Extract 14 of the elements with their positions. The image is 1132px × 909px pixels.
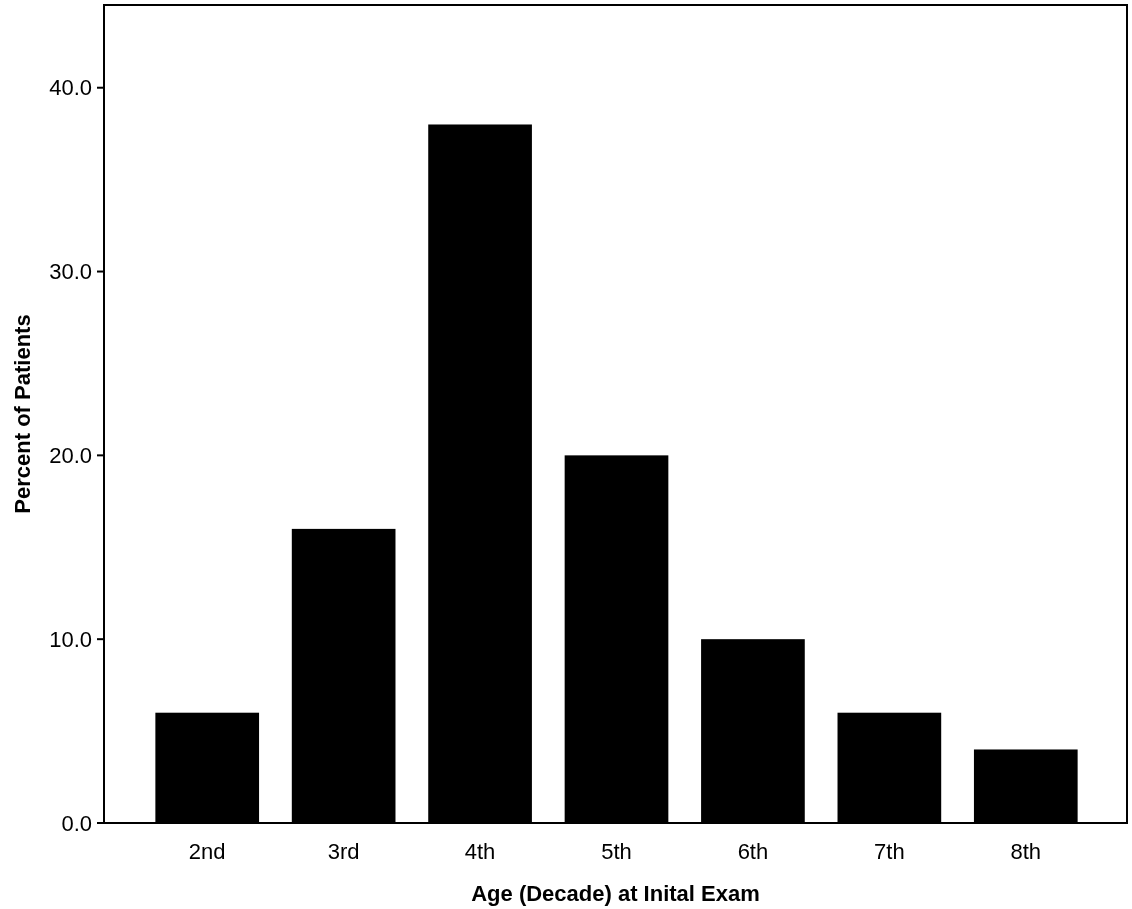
x-tick-label: 8th (1010, 839, 1042, 864)
y-axis-title: Percent of Patients (10, 314, 35, 514)
y-tick-label: 20.0 (49, 443, 92, 469)
y-tick-label: 40.0 (49, 75, 92, 101)
x-tick-label: 5th (601, 839, 632, 864)
x-tick-label: 3rd (327, 839, 360, 864)
x-tick-label: 6th (737, 839, 769, 864)
x-tick-label: 4th (464, 839, 496, 864)
y-tick-label: 30.0 (49, 259, 92, 285)
y-tick-label: 10.0 (49, 626, 92, 652)
x-tick-label: 2nd (188, 839, 226, 864)
x-tick-label: 7th (874, 839, 905, 864)
x-axis-title: Age (Decade) at Inital Exam (471, 881, 760, 906)
y-tick-label: 0.0 (61, 810, 92, 836)
